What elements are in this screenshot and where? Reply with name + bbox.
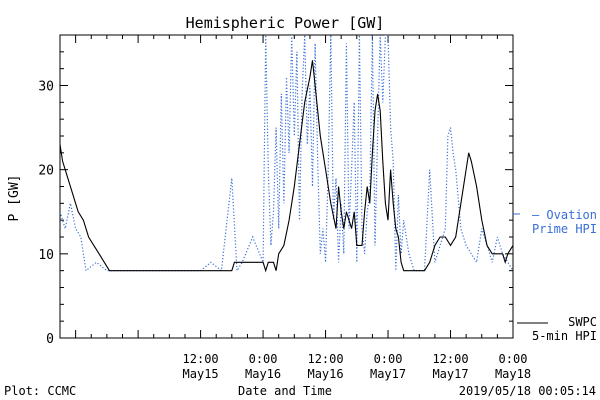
legend-ovation-line1: – Ovation: [532, 208, 597, 222]
x-tick-label-date: May17: [370, 367, 406, 381]
legend-ovation-line2: Prime HPI: [532, 222, 597, 236]
series-layer: [60, 35, 513, 273]
series-swpc-5min-hpi: [60, 60, 513, 273]
plot-credit: Plot: CCMC: [4, 384, 76, 398]
x-tick-label-time: 12:00: [432, 352, 468, 366]
y-tick-label: 30: [38, 80, 54, 95]
x-tick-label-date: May16: [307, 367, 343, 381]
chart-title: Hemispheric Power [GW]: [186, 14, 385, 32]
plot-frame: [59, 34, 514, 339]
x-axis-ticks: 12:00May150:00May1612:00May160:00May1712…: [59, 35, 531, 381]
x-tick-label-date: May18: [495, 367, 531, 381]
x-tick-label-time: 0:00: [249, 352, 278, 366]
plot-timestamp: 2019/05/18 00:05:14: [459, 384, 596, 398]
y-axis-ticks: 0 10 20 30: [38, 34, 513, 347]
x-tick-label-date: May16: [245, 367, 281, 381]
y-tick-label: 20: [38, 164, 54, 179]
x-tick-label-time: 0:00: [499, 352, 528, 366]
x-tick-label-date: May15: [183, 367, 219, 381]
x-tick-label-time: 12:00: [307, 352, 343, 366]
legend-ovation-prime: – Ovation Prime HPI: [513, 208, 597, 236]
x-tick-label-time: 0:00: [374, 352, 403, 366]
y-tick-label: 10: [38, 248, 54, 263]
x-tick-label-date: May17: [432, 367, 468, 381]
y-tick-label: 0: [46, 332, 54, 347]
legend-swpc-line1: SWPC: [568, 315, 597, 329]
x-tick-label-time: 12:00: [183, 352, 219, 366]
x-axis-label: Date and Time: [238, 384, 332, 398]
y-axis-label: P [GW]: [7, 175, 22, 222]
legend-swpc-line2: 5-min HPI: [532, 329, 597, 343]
legend-swpc: SWPC 5-min HPI: [517, 315, 597, 343]
